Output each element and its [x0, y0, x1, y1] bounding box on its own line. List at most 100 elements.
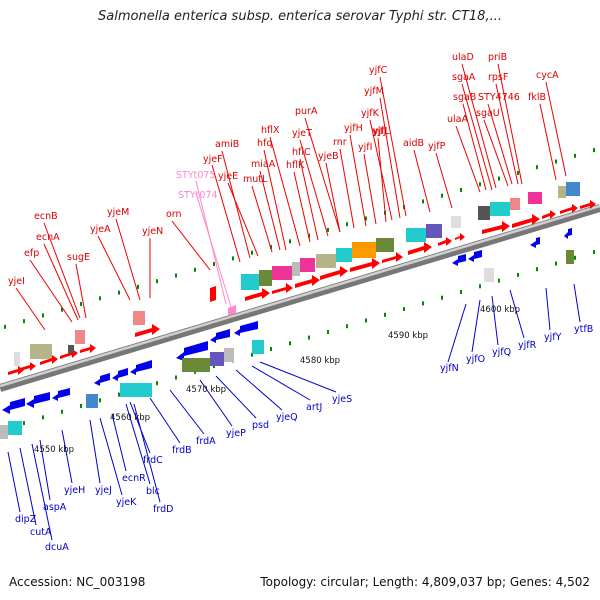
gene-label-STYt074[interactable]: STYt074: [178, 190, 218, 201]
scale-tick-upper: [175, 273, 177, 278]
gene-label-frdD[interactable]: frdD: [153, 504, 173, 515]
scale-tick-upper: [346, 222, 348, 227]
leader-reverse-23: [573, 283, 581, 323]
gene-label-purA[interactable]: purA: [295, 106, 318, 117]
gene-label-yjeI[interactable]: yjeI: [8, 276, 25, 287]
gene-label-ytfB[interactable]: ytfB: [574, 324, 593, 335]
gene-label-dcuA[interactable]: dcuA: [45, 542, 69, 553]
leader-reverse-4: [61, 429, 73, 484]
gene-label-yjfR[interactable]: yjfR: [518, 340, 537, 351]
gene-label-yjfQ[interactable]: yjfQ: [492, 347, 511, 358]
gene-label-aspA[interactable]: aspA: [43, 502, 67, 513]
gene-label-psd[interactable]: psd: [252, 420, 269, 431]
gene-label-ecnR[interactable]: ecnR: [122, 473, 146, 484]
gene-label-sgaU[interactable]: sgaU: [476, 108, 500, 119]
gene-label-yjeQ[interactable]: yjeQ: [276, 412, 298, 423]
gene-label-yjfI[interactable]: yjfI: [358, 142, 372, 153]
gene-label-hfq[interactable]: hfq: [257, 138, 272, 149]
gene-label-yjfN[interactable]: yjfN: [440, 363, 459, 374]
leader-reverse-5: [89, 419, 101, 484]
gene-label-rpsF[interactable]: rpsF: [488, 72, 508, 83]
scale-tick-lower: [536, 267, 538, 272]
gene-label-aidB[interactable]: aidB: [403, 138, 424, 149]
leader-reverse-11: [149, 397, 181, 444]
gene-label-hflK[interactable]: hflK: [286, 160, 305, 171]
gene-label-frdC[interactable]: frdC: [143, 455, 163, 466]
gene-label-yjfH[interactable]: yjfH: [344, 123, 363, 134]
scale-tick-lower: [441, 295, 443, 300]
gene-label-yjfO[interactable]: yjfO: [466, 354, 485, 365]
gene-label-artJ[interactable]: artJ: [306, 402, 322, 413]
gene-label-blc[interactable]: blc: [146, 486, 160, 497]
gene-label-yjeJ[interactable]: yjeJ: [95, 485, 112, 496]
gene-label-hflX[interactable]: hflX: [261, 125, 280, 136]
leader-reverse-6: [99, 417, 123, 496]
gene-label-fklB[interactable]: fklB: [528, 92, 546, 103]
leader-forward-36: [483, 119, 509, 187]
gene-label-ulaA[interactable]: ulaA: [447, 114, 468, 125]
gene-label-cutA[interactable]: cutA: [30, 527, 52, 538]
gene-label-yjfP[interactable]: yjfP: [428, 141, 446, 152]
gene-label-yjeF[interactable]: yjeF: [203, 154, 223, 165]
scale-tick-upper: [289, 239, 291, 244]
gene-label-frdB[interactable]: frdB: [172, 445, 192, 456]
gene-label-cycA[interactable]: cycA: [536, 70, 559, 81]
leader-reverse-16: [251, 365, 311, 401]
gene-label-ecnA[interactable]: ecnA: [36, 232, 60, 243]
gene-label-yjeN[interactable]: yjeN: [142, 226, 163, 237]
gene-label-ecnB[interactable]: ecnB: [34, 211, 58, 222]
gene-label-amiB[interactable]: amiB: [215, 139, 239, 150]
scale-tick-lower: [574, 255, 576, 260]
leader-forward-24: [349, 134, 367, 227]
gene-label-sugE[interactable]: sugE: [67, 252, 90, 263]
gene-label-yjfL[interactable]: yjfL: [373, 126, 391, 137]
gene-label-yjeM[interactable]: yjeM: [107, 207, 129, 218]
gene-label-dipZ[interactable]: dipZ: [15, 514, 37, 525]
scale-tick-upper: [137, 284, 139, 289]
scale-tick-lower: [308, 335, 310, 340]
gene-label-yjfJ[interactable]: yjfJ: [372, 126, 386, 137]
scale-label-4590: 4590 kbp: [388, 331, 428, 341]
scale-tick-lower: [460, 290, 462, 294]
gene-label-yjfC[interactable]: yjfC: [369, 65, 388, 76]
gene-label-yjeA[interactable]: yjeA: [90, 224, 111, 235]
scale-tick-lower: [289, 341, 291, 346]
leader-forward-16: [263, 149, 287, 251]
gene-label-mutL[interactable]: mutL: [243, 174, 268, 185]
scale-tick-upper: [593, 148, 595, 153]
gene-label-yjfM[interactable]: yjfM: [364, 86, 384, 97]
gene-label-STY4746[interactable]: STY4746: [478, 92, 520, 103]
gene-label-rnr[interactable]: rnr: [333, 137, 347, 148]
gene-label-efp[interactable]: efp: [24, 248, 39, 259]
scale-label-4570: 4570 kbp: [186, 385, 226, 395]
gene-label-STYt075[interactable]: STYt075: [176, 170, 216, 181]
scale-tick-lower: [270, 347, 272, 351]
gene-label-yjeS[interactable]: yjeS: [332, 394, 352, 405]
gene-label-yjfK[interactable]: yjfK: [361, 108, 380, 119]
leader-reverse-0: [7, 451, 21, 513]
gene-label-miaA[interactable]: miaA: [251, 159, 276, 170]
gene-label-orn[interactable]: orn: [166, 209, 182, 220]
scale-tick-upper: [536, 165, 538, 170]
gene-label-yjeE[interactable]: yjeE: [218, 171, 238, 182]
gene-label-yjfY[interactable]: yjfY: [544, 332, 562, 343]
scale-tick-upper: [194, 267, 196, 272]
gene-label-sgaA[interactable]: sgaA: [452, 72, 476, 83]
gene-label-priB[interactable]: priB: [488, 52, 507, 63]
leader-reverse-19: [471, 299, 481, 353]
gene-label-sgaB[interactable]: sgaB: [453, 92, 476, 103]
gene-label-yjeK[interactable]: yjeK: [116, 497, 137, 508]
leader-forward-6: [115, 218, 141, 301]
gene-label-hflC[interactable]: hflC: [292, 147, 311, 158]
gene-label-yjeB[interactable]: yjeB: [318, 151, 339, 162]
gene-label-frdA[interactable]: frdA: [196, 436, 216, 447]
gene-label-yjeH[interactable]: yjeH: [64, 485, 85, 496]
leader-forward-18: [293, 171, 311, 243]
gene-label-yjeP[interactable]: yjeP: [226, 428, 246, 439]
leader-forward-35: [461, 63, 497, 189]
scale-tick-lower: [118, 392, 120, 397]
scale-tick-lower: [422, 301, 424, 306]
gene-label-yjeT[interactable]: yjeT: [292, 128, 312, 139]
gene-label-ulaD[interactable]: ulaD: [452, 52, 474, 63]
